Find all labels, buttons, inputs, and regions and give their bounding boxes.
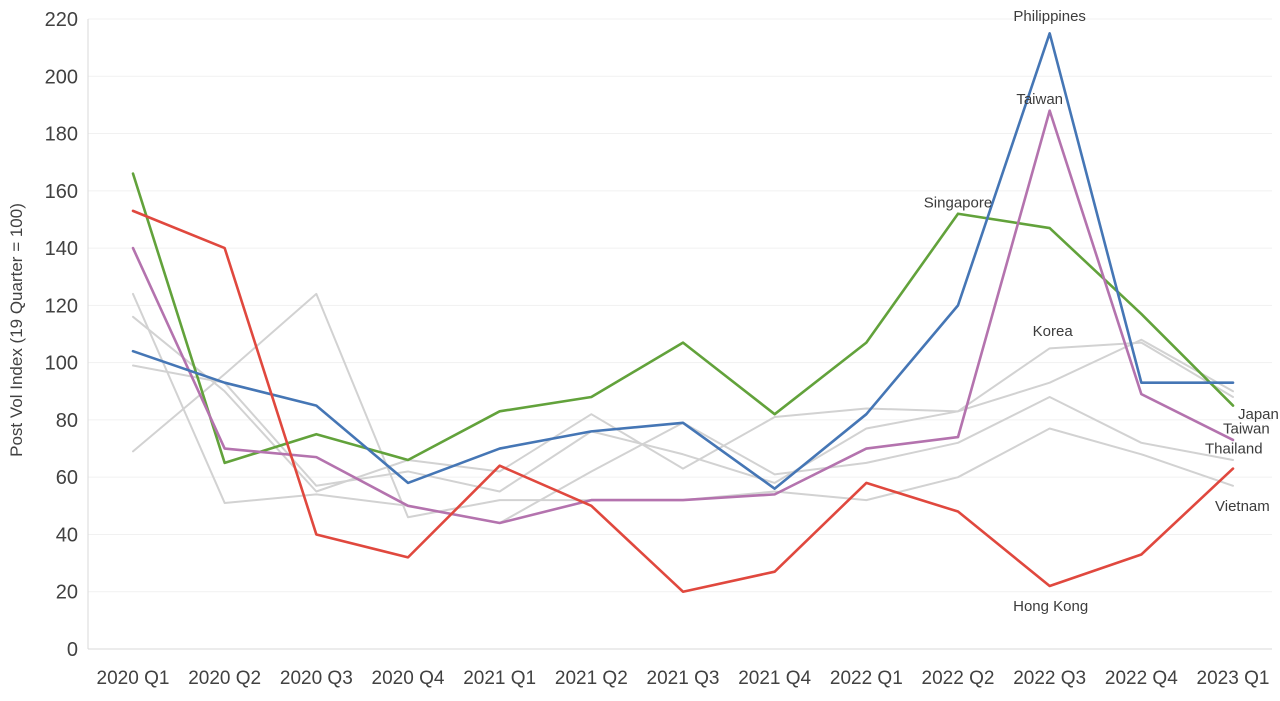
series-line-japan[interactable] xyxy=(132,315,1235,493)
y-tick-label-20: 20 xyxy=(56,582,78,604)
y-tick-label-40: 40 xyxy=(56,524,78,546)
y-tick-label-140: 140 xyxy=(45,238,78,260)
x-tick-label-2022-q4: 2022 Q4 xyxy=(1105,668,1178,689)
y-tick-label-180: 180 xyxy=(45,124,78,146)
series-line-philippines[interactable] xyxy=(131,32,1235,490)
y-axis-title: Post Vol Index (19 Quarter = 100) xyxy=(7,203,26,457)
line-label-thailand: Thailand xyxy=(1205,441,1263,458)
line-label-taiwan: Taiwan xyxy=(1223,421,1270,438)
line-label-hong-kong: Hong Kong xyxy=(1013,598,1088,615)
line-label-korea: Korea xyxy=(1033,323,1074,340)
line-label-japan: Japan xyxy=(1238,406,1279,423)
series-line-korea[interactable] xyxy=(132,341,1235,493)
x-tick-label-2020-q3: 2020 Q3 xyxy=(280,668,353,689)
x-tick-label-2021-q3: 2021 Q3 xyxy=(647,668,720,689)
x-tick-label-2022-q1: 2022 Q1 xyxy=(830,668,903,689)
y-tick-label-200: 200 xyxy=(45,66,78,88)
y-tick-label-60: 60 xyxy=(56,467,78,489)
x-tick-label-2022-q3: 2022 Q3 xyxy=(1013,668,1086,689)
x-tick-label-2021-q4: 2021 Q4 xyxy=(738,668,811,689)
x-tick-label-2020-q4: 2020 Q4 xyxy=(372,668,445,689)
line-label-vietnam: Vietnam xyxy=(1215,498,1270,515)
y-tick-label-160: 160 xyxy=(45,181,78,203)
y-tick-label-0: 0 xyxy=(67,639,78,661)
x-tick-label-2020-q2: 2020 Q2 xyxy=(188,668,261,689)
x-tick-label-2023-q1: 2023 Q1 xyxy=(1197,668,1270,689)
x-tick-label-2021-q2: 2021 Q2 xyxy=(555,668,628,689)
x-tick-label-2021-q1: 2021 Q1 xyxy=(463,668,536,689)
series-line-taiwan[interactable] xyxy=(131,109,1235,525)
line-label-taiwan: Taiwan xyxy=(1016,91,1063,108)
series-line-singapore[interactable] xyxy=(131,172,1235,465)
line-label-philippines: Philippines xyxy=(1013,8,1086,25)
y-tick-label-120: 120 xyxy=(45,295,78,317)
series-line-hong-kong[interactable] xyxy=(131,209,1235,594)
y-tick-label-220: 220 xyxy=(45,9,78,31)
y-tick-label-80: 80 xyxy=(56,410,78,432)
y-tick-label-100: 100 xyxy=(45,353,78,375)
x-tick-label-2020-q1: 2020 Q1 xyxy=(97,668,170,689)
x-tick-label-2022-q2: 2022 Q2 xyxy=(922,668,995,689)
line-label-singapore: Singapore xyxy=(924,194,992,211)
